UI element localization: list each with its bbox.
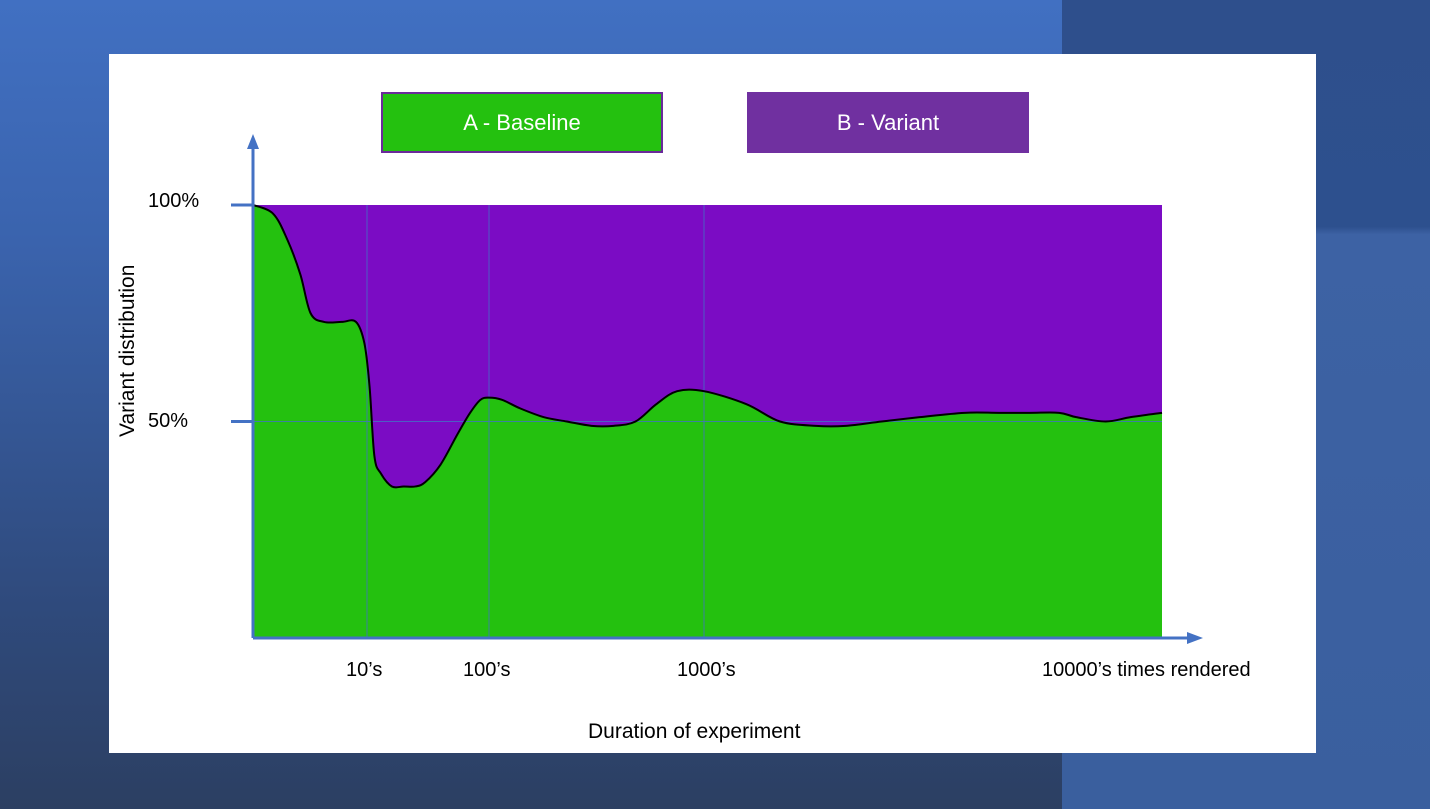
chart-card: A - Baseline B - Variant 100% 50% 10’s 1… (109, 54, 1316, 753)
x-axis-arrow (1187, 632, 1203, 644)
x-tick-10000s: 10000’s times rendered (1042, 659, 1251, 681)
x-tick-10s: 10’s (346, 659, 383, 681)
y-axis-label: Variant distribution (116, 264, 139, 437)
plot-area (231, 134, 1203, 644)
chart-svg (231, 134, 1203, 644)
y-tick-100: 100% (148, 190, 200, 212)
x-axis-label: Duration of experiment (588, 720, 801, 743)
legend-variant: B - Variant (747, 92, 1029, 153)
y-tick-50: 50% (148, 410, 189, 432)
x-tick-100s: 100’s (463, 659, 511, 681)
x-tick-1000s: 1000’s (677, 659, 736, 681)
legend-baseline: A - Baseline (381, 92, 663, 153)
y-axis-arrow (247, 134, 259, 149)
baseline-variant-boundary (252, 204, 1163, 489)
